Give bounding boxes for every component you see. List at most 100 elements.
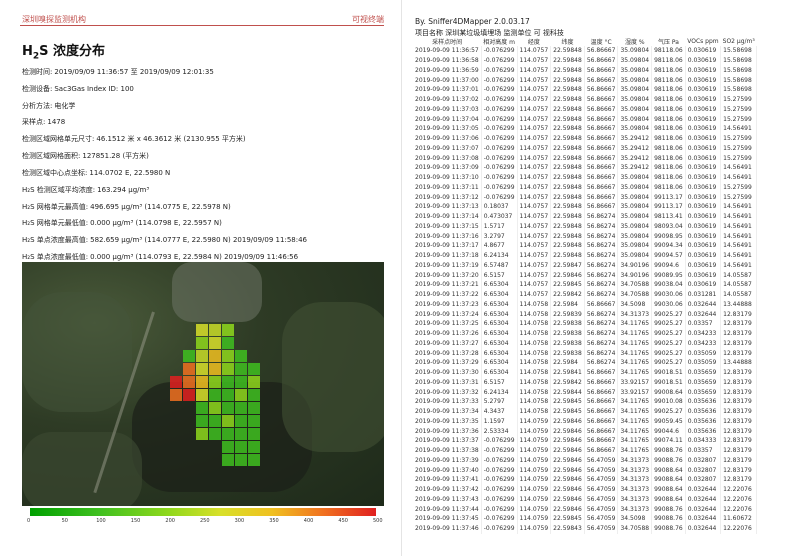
table-cell: 0.030619 — [685, 75, 722, 85]
table-cell: 15.27599 — [720, 182, 758, 193]
table-cell: 22.59848 — [550, 221, 585, 232]
table-cell: 0.035636 — [685, 397, 722, 407]
table-cell: 56.86667 — [584, 55, 619, 66]
table-cell: 0.030619 — [685, 55, 722, 66]
table-cell: 56.47059 — [584, 494, 619, 505]
table-cell: 98118.06 — [651, 94, 686, 105]
table-cell: 99025.27 — [651, 406, 686, 417]
terrain-patch — [22, 432, 142, 506]
colorbar-tick-label: 450 — [338, 518, 348, 524]
info-value: 2019/09/09 11:36:57 至 2019/09/09 12:01:3… — [54, 68, 214, 76]
table-row: 2019-09-09 11:37:19 6.57487 114.0757 22.598… — [413, 260, 758, 271]
table-cell: 34.11765 — [617, 436, 653, 446]
info-line: H₂S 单点浓度最高值: 582.659 μg/m³ (114.0777 E, 2… — [22, 235, 307, 245]
table-cell: 35.09804 — [617, 182, 653, 193]
table-cell: 98118.06 — [651, 46, 686, 56]
table-cell: 22.5984 — [550, 299, 585, 310]
table-cell: 6.24134 — [481, 250, 518, 261]
terrain-patch — [282, 302, 384, 452]
table-cell: 2019-09-09 11:37:06 — [413, 133, 482, 144]
table-cell: 35.29412 — [617, 153, 653, 163]
table-cell: 22.59848 — [550, 250, 585, 261]
table-cell: 12.22076 — [720, 523, 758, 534]
table-cell: 99088.76 — [651, 445, 686, 456]
table-cell: 34.31373 — [617, 465, 653, 475]
table-cell: 22.59848 — [550, 65, 585, 76]
table-cell: 56.86667 — [584, 445, 619, 456]
table-cell: -0.076299 — [481, 75, 518, 85]
table-cell: 56.86667 — [584, 397, 619, 407]
grid-cell — [235, 428, 247, 440]
table-cell: 2019-09-09 11:37:18 — [413, 250, 482, 261]
table-cell: 13.44888 — [720, 299, 758, 310]
grid-cell — [196, 428, 208, 440]
table-cell: 2019-09-09 11:37:02 — [413, 94, 482, 105]
table-cell: 99010.08 — [651, 397, 686, 407]
table-row: 2019-09-09 11:37:41 -0.076299 114.0759 22.5… — [413, 475, 758, 485]
table-cell: 114.0759 — [517, 484, 552, 495]
table-row: 2019-09-09 11:37:12 -0.076299 114.0757 22.5… — [413, 192, 758, 202]
table-cell: 114.0757 — [517, 280, 552, 290]
table-cell: 99030.06 — [651, 299, 686, 310]
table-cell: 2019-09-09 11:37:05 — [413, 124, 482, 134]
table-header-row: 采样点时间 相对高度 m 经度 纬度 温度 °C 湿度 % 气压 Pa VOCs ppm SO2… — [413, 37, 757, 46]
project-meta: 项目名称 深圳某垃圾填埋场 监测单位 可 视科技 — [415, 29, 564, 37]
table-cell: 15.27599 — [720, 143, 758, 154]
table-cell: 114.0758 — [517, 358, 552, 368]
table-cell: 34.70588 — [617, 280, 653, 290]
table-cell: 2019-09-09 11:37:15 — [413, 221, 482, 232]
table-cell: 35.09804 — [617, 250, 653, 261]
table-cell: 98118.06 — [651, 172, 686, 183]
table-cell: 0.473037 — [481, 211, 518, 222]
title-rest: S 浓度分布 — [39, 44, 106, 59]
table-row: 2019-09-09 11:37:05 -0.076299 114.0757 22.5… — [413, 124, 758, 134]
grid-cell — [222, 454, 234, 466]
grid-cell — [235, 376, 247, 388]
table-cell: 114.0757 — [517, 153, 552, 163]
table-cell: 56.86667 — [584, 65, 619, 76]
table-cell: 99044.6 — [651, 426, 686, 436]
table-cell: 56.86667 — [584, 202, 619, 212]
grid-cell — [183, 363, 195, 375]
table-cell: 56.86667 — [584, 133, 619, 144]
table-cell: 56.86667 — [584, 153, 619, 163]
grid-cell — [248, 376, 260, 388]
table-cell: -0.076299 — [481, 445, 518, 456]
grid-cell — [209, 376, 221, 388]
table-cell: 12.83179 — [720, 348, 758, 358]
table-cell: 2019-09-09 11:37:37 — [413, 436, 482, 446]
grid-cell — [222, 376, 234, 388]
grid-cell — [248, 441, 260, 453]
table-cell: 0.035636 — [685, 406, 722, 417]
table-cell: 15.58698 — [720, 65, 758, 76]
table-cell: 34.90196 — [617, 270, 653, 280]
table-cell: 99088.64 — [651, 465, 686, 475]
page-divider — [401, 0, 402, 556]
table-cell: 99088.76 — [651, 514, 686, 524]
table-cell: 2019-09-09 11:36:59 — [413, 65, 482, 76]
table-cell: 0.03357 — [685, 445, 722, 456]
table-cell: 22.59848 — [550, 241, 585, 251]
table-cell: 34.11765 — [617, 397, 653, 407]
table-cell: 22.59846 — [550, 445, 585, 456]
table-cell: 0.032644 — [685, 514, 722, 524]
table-cell: 22.59848 — [550, 231, 585, 241]
table-cell: 56.86667 — [584, 46, 619, 56]
table-cell: 0.030619 — [685, 104, 722, 115]
table-cell: 22.59848 — [550, 163, 585, 173]
table-cell: 22.59848 — [550, 94, 585, 105]
table-cell: 35.09804 — [617, 124, 653, 134]
table-cell: 22.59838 — [550, 348, 585, 358]
table-cell: 34.11765 — [617, 445, 653, 456]
table-cell: 22.59846 — [550, 436, 585, 446]
table-row: 2019-09-09 11:37:22 6.65304 114.0757 22.598… — [413, 289, 758, 300]
table-cell: 12.22076 — [720, 504, 758, 514]
table-cell: 22.59847 — [550, 260, 585, 271]
table-cell: 12.83179 — [720, 387, 758, 397]
table-cell: 114.0759 — [517, 523, 552, 534]
table-cell: 56.47059 — [584, 455, 619, 466]
table-cell: 99088.64 — [651, 494, 686, 505]
table-cell: 0.030619 — [685, 172, 722, 183]
table-cell: 6.65304 — [481, 289, 518, 300]
table-cell: 0.032807 — [685, 475, 722, 485]
